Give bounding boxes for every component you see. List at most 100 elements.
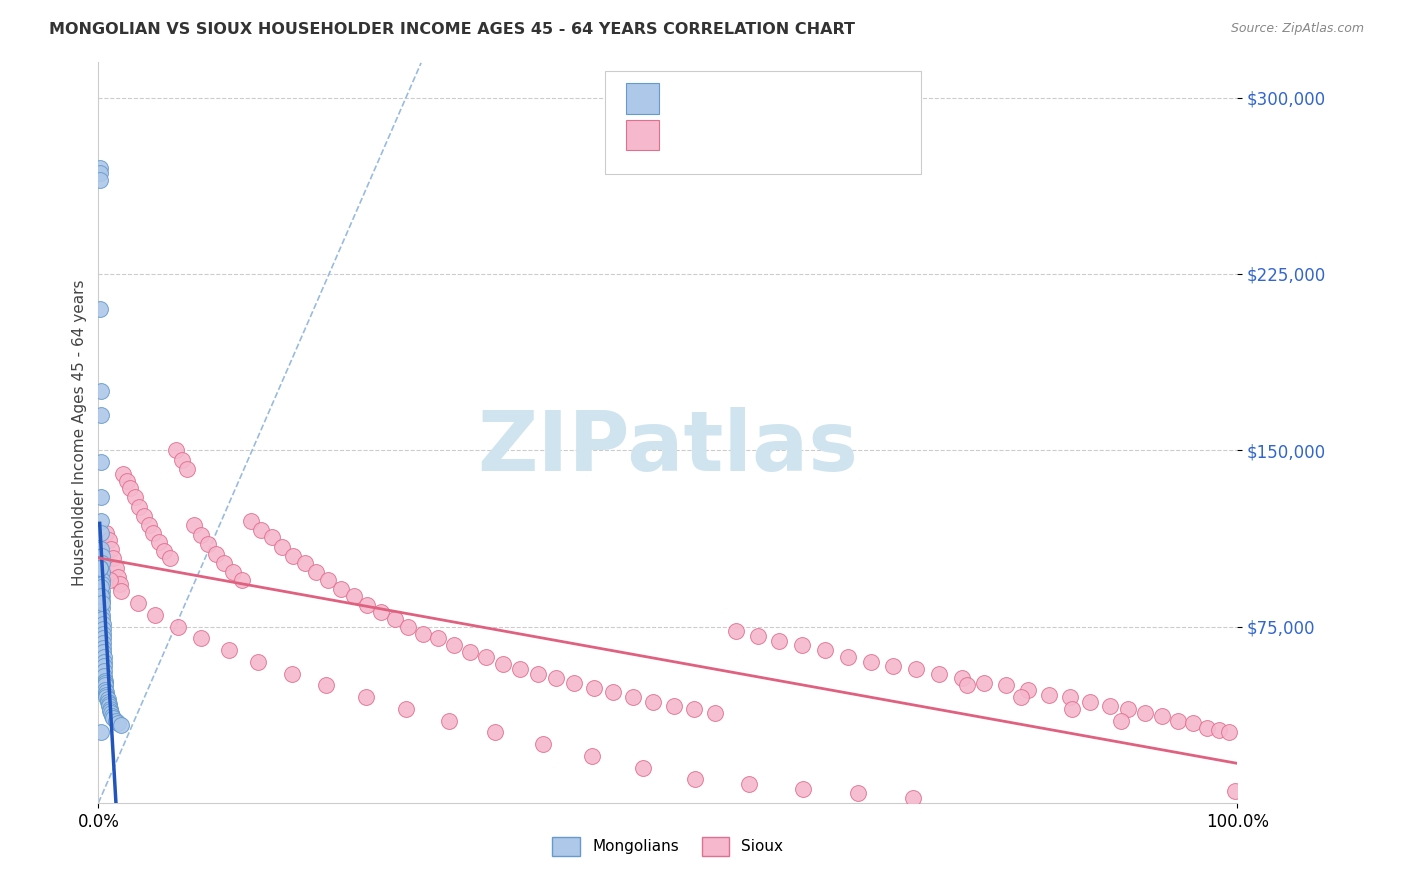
Point <box>110 584 132 599</box>
Point <box>197 537 219 551</box>
Point <box>204 547 226 561</box>
Point <box>509 662 531 676</box>
Point <box>342 589 364 603</box>
Point <box>98 573 121 587</box>
Point <box>90 573 112 587</box>
Point <box>90 596 112 610</box>
Point <box>93 664 115 678</box>
Point <box>1098 699 1121 714</box>
Point <box>170 452 193 467</box>
Point <box>458 645 481 659</box>
Point <box>1223 784 1246 798</box>
Point <box>1017 683 1039 698</box>
Text: MONGOLIAN VS SIOUX HOUSEHOLDER INCOME AGES 45 - 64 YEARS CORRELATION CHART: MONGOLIAN VS SIOUX HOUSEHOLDER INCOME AG… <box>49 22 855 37</box>
Point <box>93 655 115 669</box>
Point <box>97 699 120 714</box>
Point <box>581 748 603 763</box>
Point <box>443 638 465 652</box>
Point <box>96 688 118 702</box>
Point <box>90 561 112 575</box>
Point <box>90 725 112 739</box>
Point <box>148 535 170 549</box>
Point <box>662 699 685 714</box>
Point <box>1167 714 1189 728</box>
Point <box>90 566 112 580</box>
Point <box>93 659 115 673</box>
Point <box>90 580 112 594</box>
Point <box>110 718 132 732</box>
Point <box>814 643 837 657</box>
Point <box>93 669 115 683</box>
Point <box>90 593 112 607</box>
Point <box>96 685 118 699</box>
Point <box>283 549 305 563</box>
Point <box>96 695 118 709</box>
Y-axis label: Householder Income Ages 45 - 64 years: Householder Income Ages 45 - 64 years <box>72 279 87 586</box>
Point <box>94 683 117 698</box>
Point <box>96 692 118 706</box>
Point <box>222 566 245 580</box>
Point <box>747 629 769 643</box>
Point <box>859 655 882 669</box>
Point <box>153 544 176 558</box>
Point <box>165 443 187 458</box>
Point <box>90 556 112 570</box>
Point <box>89 302 111 317</box>
Point <box>527 666 550 681</box>
Point <box>167 619 190 633</box>
Point <box>474 650 496 665</box>
Point <box>190 528 212 542</box>
Point <box>91 645 114 659</box>
Point <box>115 474 138 488</box>
Point <box>412 626 434 640</box>
Point <box>120 481 142 495</box>
Legend: Mongolians, Sioux: Mongolians, Sioux <box>546 831 790 862</box>
Point <box>90 408 112 422</box>
Point <box>104 561 127 575</box>
Point <box>725 624 748 639</box>
Point <box>159 551 181 566</box>
Point <box>395 702 418 716</box>
Point <box>89 166 111 180</box>
Point <box>94 673 117 688</box>
Point <box>91 622 114 636</box>
Point <box>124 490 146 504</box>
Point <box>190 632 212 646</box>
Point <box>792 638 814 652</box>
Point <box>90 589 112 603</box>
Point <box>1133 706 1156 721</box>
Point <box>89 161 111 176</box>
Point <box>138 518 160 533</box>
Point <box>94 678 117 692</box>
Point <box>107 715 129 730</box>
Point <box>546 671 568 685</box>
Text: 0.164: 0.164 <box>711 88 759 103</box>
Point <box>354 690 377 704</box>
Point <box>384 612 406 626</box>
Point <box>90 490 112 504</box>
Point <box>145 607 167 622</box>
Point <box>882 659 904 673</box>
Point <box>901 791 924 805</box>
Point <box>90 455 112 469</box>
Point <box>91 632 114 646</box>
Point <box>89 561 111 575</box>
Point <box>183 518 205 533</box>
Point <box>318 573 340 587</box>
Point <box>426 632 449 646</box>
Point <box>90 541 112 556</box>
Point <box>142 525 165 540</box>
Point <box>176 462 198 476</box>
Point <box>246 655 269 669</box>
Point <box>97 697 120 711</box>
Point <box>1181 715 1204 730</box>
Point <box>792 781 814 796</box>
Point <box>128 500 150 514</box>
Point <box>602 685 624 699</box>
Point <box>107 570 129 584</box>
Point <box>531 737 554 751</box>
Point <box>91 640 114 655</box>
Point <box>631 760 654 774</box>
Point <box>96 525 118 540</box>
Point <box>315 678 337 692</box>
